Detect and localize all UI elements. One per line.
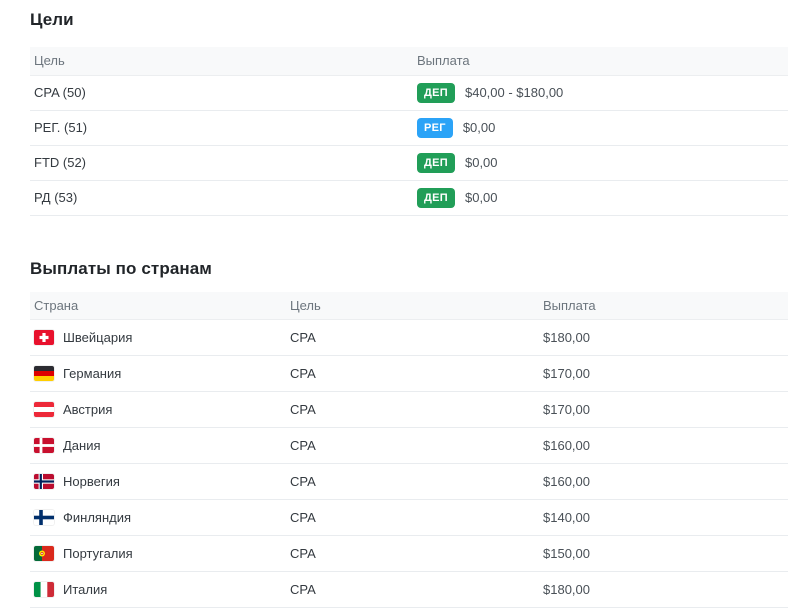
- country-cell: Финляндия: [30, 499, 286, 536]
- payout-amount: $0,00: [462, 120, 496, 135]
- countries-col-header-goal: Цель: [286, 291, 539, 320]
- flag-finland-icon: [34, 510, 54, 525]
- country-payout-cell: $170,00: [539, 355, 788, 392]
- country-wrap: Финляндия: [34, 510, 282, 525]
- goal-row: РЕГ. (51) РЕГ $0,00: [30, 110, 788, 146]
- goal-name-cell: РЕГ. (51): [30, 110, 413, 146]
- country-name: Германия: [63, 366, 122, 381]
- goals-col-header-payout: Выплата: [413, 47, 788, 76]
- goals-section-title: Цели: [30, 10, 74, 29]
- flag-norway-icon: [34, 474, 54, 489]
- country-goal-cell: CPA: [286, 499, 539, 536]
- country-goal-cell: CPA: [286, 463, 539, 500]
- goal-type-badge: ДЕП: [417, 82, 455, 103]
- countries-section: Выплаты по странам Страна Цель Выплата Ш…: [30, 258, 788, 608]
- country-cell: Дания: [30, 427, 286, 464]
- country-goal-cell: CPA: [286, 391, 539, 428]
- goals-table-header: Цель Выплата: [30, 47, 788, 76]
- flag-germany-icon: [34, 366, 54, 381]
- country-payout-cell: $160,00: [539, 463, 788, 500]
- countries-col-header-country: Страна: [30, 291, 286, 320]
- country-wrap: Германия: [34, 366, 282, 381]
- goals-table: Цель Выплата CPA (50) ДЕП $40,00 - $180,00…: [30, 47, 788, 216]
- country-row: Италия CPA $180,00: [30, 571, 788, 608]
- goal-name-cell: CPA (50): [30, 75, 413, 111]
- country-cell: Германия: [30, 355, 286, 392]
- countries-table: Страна Цель Выплата Швейцария CPA $180,00 Г…: [30, 291, 788, 608]
- country-wrap: Португалия: [34, 546, 282, 561]
- country-wrap: Австрия: [34, 402, 282, 417]
- country-row: Норвегия CPA $160,00: [30, 463, 788, 500]
- country-payout-cell: $150,00: [539, 535, 788, 572]
- goal-payout-cell: ДЕП $0,00: [413, 145, 788, 181]
- payout-amount: $0,00: [464, 155, 498, 170]
- flag-italy-icon: [34, 582, 54, 597]
- country-payout-cell: $180,00: [539, 571, 788, 608]
- goal-row: РД (53) ДЕП $0,00: [30, 180, 788, 216]
- country-wrap: Норвегия: [34, 474, 282, 489]
- country-name: Португалия: [63, 546, 133, 561]
- country-row: Финляндия CPA $140,00: [30, 499, 788, 536]
- country-name: Италия: [63, 582, 108, 597]
- goal-type-badge: ДЕП: [417, 152, 455, 173]
- country-row: Португалия CPA $150,00: [30, 535, 788, 572]
- country-cell: Австрия: [30, 391, 286, 428]
- country-wrap: Италия: [34, 582, 282, 597]
- goal-payout-cell: ДЕП $40,00 - $180,00: [413, 75, 788, 111]
- goal-type-badge: ДЕП: [417, 187, 455, 208]
- goal-row: CPA (50) ДЕП $40,00 - $180,00: [30, 75, 788, 111]
- goal-row: FTD (52) ДЕП $0,00: [30, 145, 788, 181]
- country-goal-cell: CPA: [286, 355, 539, 392]
- goals-col-header-goal: Цель: [30, 47, 413, 76]
- payout-amount: $40,00 - $180,00: [464, 85, 564, 100]
- country-cell: Швейцария: [30, 319, 286, 356]
- country-goal-cell: CPA: [286, 427, 539, 464]
- country-name: Финляндия: [63, 510, 132, 525]
- flag-denmark-icon: [34, 438, 54, 453]
- country-name: Австрия: [63, 402, 113, 417]
- country-payout-cell: $180,00: [539, 319, 788, 356]
- country-name: Швейцария: [63, 330, 133, 345]
- countries-col-header-payout: Выплата: [539, 291, 788, 320]
- country-payout-cell: $170,00: [539, 391, 788, 428]
- goal-name-cell: РД (53): [30, 180, 413, 216]
- flag-portugal-icon: [34, 546, 54, 561]
- goal-payout-cell: ДЕП $0,00: [413, 180, 788, 216]
- country-wrap: Дания: [34, 438, 282, 453]
- country-row: Австрия CPA $170,00: [30, 391, 788, 428]
- goals-section: Цели Цель Выплата CPA (50) ДЕП $40,00 - $1…: [30, 9, 788, 216]
- goals-table-body: CPA (50) ДЕП $40,00 - $180,00 РЕГ. (51) РЕГ $…: [30, 75, 788, 216]
- country-wrap: Швейцария: [34, 330, 282, 345]
- country-name: Норвегия: [63, 474, 120, 489]
- country-goal-cell: CPA: [286, 319, 539, 356]
- flag-switzerland-icon: [34, 330, 54, 345]
- country-payout-cell: $160,00: [539, 427, 788, 464]
- country-cell: Португалия: [30, 535, 286, 572]
- countries-table-header: Страна Цель Выплата: [30, 291, 788, 320]
- countries-table-body: Швейцария CPA $180,00 Германия CPA $170,00 Авс…: [30, 319, 788, 608]
- country-payout-cell: $140,00: [539, 499, 788, 536]
- country-cell: Норвегия: [30, 463, 286, 500]
- country-row: Швейцария CPA $180,00: [30, 319, 788, 356]
- country-row: Дания CPA $160,00: [30, 427, 788, 464]
- goal-name-cell: FTD (52): [30, 145, 413, 181]
- country-cell: Италия: [30, 571, 286, 608]
- flag-austria-icon: [34, 402, 54, 417]
- country-row: Германия CPA $170,00: [30, 355, 788, 392]
- country-name: Дания: [63, 438, 101, 453]
- countries-section-title: Выплаты по странам: [30, 258, 212, 278]
- goal-type-badge: РЕГ: [417, 117, 453, 138]
- country-goal-cell: CPA: [286, 535, 539, 572]
- country-goal-cell: CPA: [286, 571, 539, 608]
- goal-payout-cell: РЕГ $0,00: [413, 110, 788, 146]
- payout-amount: $0,00: [464, 190, 498, 205]
